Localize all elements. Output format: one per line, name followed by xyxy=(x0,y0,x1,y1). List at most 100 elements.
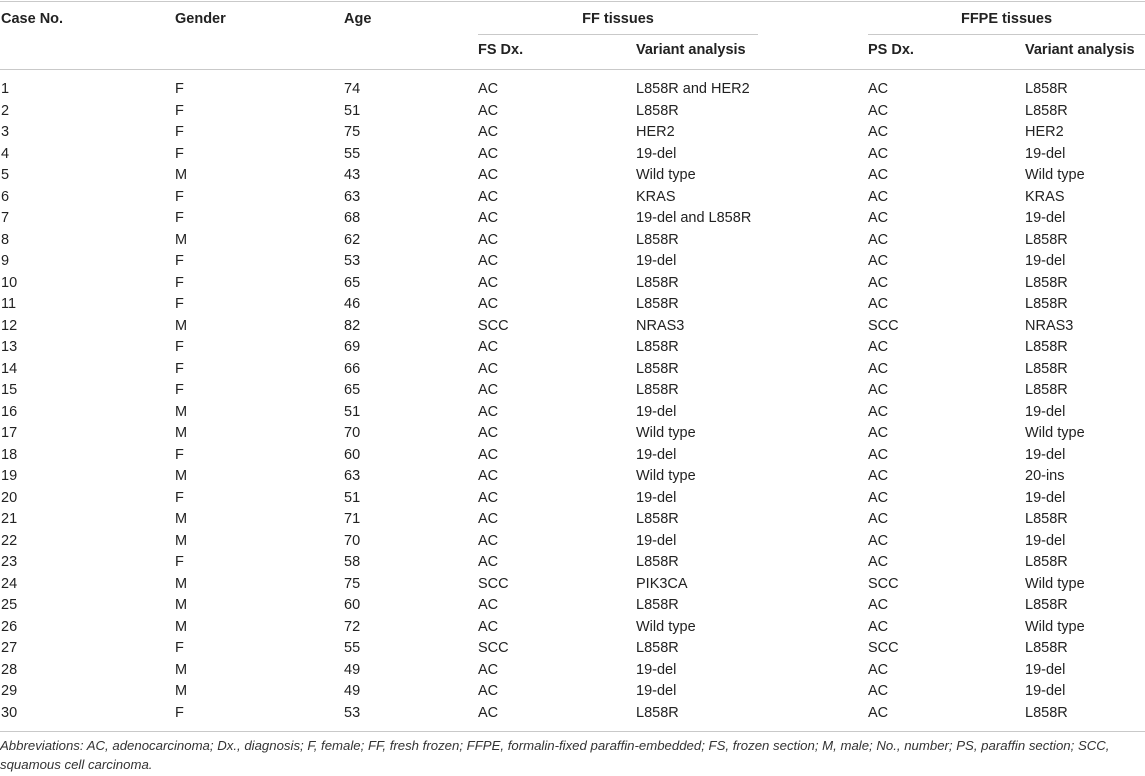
cell-ffpe-variant: 20-ins xyxy=(1025,468,1065,484)
cell-fs-dx: SCC xyxy=(478,575,509,592)
table-row: 19 M 63 AC Wild type AC 20-ins xyxy=(0,466,1145,488)
cell-gender: M xyxy=(175,468,188,484)
cell-ps-dx: AC xyxy=(868,683,889,699)
cell-age: 70 xyxy=(344,425,361,441)
cell-age: 66 xyxy=(344,360,361,377)
cell-fs-dx: AC xyxy=(478,403,499,420)
table-row: 21 M 71 AC L858R AC L858R xyxy=(0,509,1145,531)
cell-gender: F xyxy=(175,102,184,119)
cell-gender: M xyxy=(175,597,188,613)
cell-ff-variant: L858R xyxy=(636,339,679,355)
cell-age: 70 xyxy=(344,532,361,549)
cell-ps-dx: AC xyxy=(868,124,889,140)
table-row: 7 F 68 AC 19-del and L858R AC 19-del xyxy=(0,208,1145,230)
cell-gender: F xyxy=(175,253,184,269)
cell-ps-dx: AC xyxy=(868,188,889,205)
cell-case-no: 24 xyxy=(1,575,18,592)
header-ffpe-variant-analysis: Variant analysis xyxy=(1025,42,1135,58)
cell-gender: F xyxy=(175,274,184,291)
cell-case-no: 7 xyxy=(1,210,10,226)
cell-ff-variant: PIK3CA xyxy=(636,575,688,592)
cell-ffpe-variant: L858R xyxy=(1025,296,1068,312)
cell-age: 53 xyxy=(344,704,361,721)
cell-case-no: 13 xyxy=(1,339,18,355)
cell-ff-variant: 19-del xyxy=(636,532,677,549)
cell-case-no: 15 xyxy=(1,382,18,398)
header-ff-tissues: FF tissues xyxy=(582,11,654,27)
cell-ff-variant: KRAS xyxy=(636,188,676,205)
cell-ps-dx: AC xyxy=(868,81,889,97)
cell-ps-dx: AC xyxy=(868,554,889,570)
cell-ff-variant: L858R xyxy=(636,274,679,291)
cell-fs-dx: AC xyxy=(478,661,499,678)
cell-fs-dx: AC xyxy=(478,468,499,484)
table-row: 22 M 70 AC 19-del AC 19-del xyxy=(0,531,1145,553)
table-row: 14 F 66 AC L858R AC L858R xyxy=(0,359,1145,381)
cell-ffpe-variant: L858R xyxy=(1025,704,1068,721)
table-row: 10 F 65 AC L858R AC L858R xyxy=(0,273,1145,295)
cell-ff-variant: L858R xyxy=(636,597,679,613)
table-row: 28 M 49 AC 19-del AC 19-del xyxy=(0,660,1145,682)
cell-ps-dx: AC xyxy=(868,382,889,398)
cell-case-no: 30 xyxy=(1,704,18,721)
cell-gender: F xyxy=(175,188,184,205)
cell-case-no: 11 xyxy=(1,296,17,312)
cell-ffpe-variant: KRAS xyxy=(1025,188,1065,205)
cell-ps-dx: AC xyxy=(868,339,889,355)
table-row: 12 M 82 SCC NRAS3 SCC NRAS3 xyxy=(0,316,1145,338)
header-fs-dx: FS Dx. xyxy=(478,42,524,58)
cell-gender: M xyxy=(175,167,188,183)
cell-ff-variant: Wild type xyxy=(636,468,696,484)
cell-gender: M xyxy=(175,403,188,420)
cell-case-no: 5 xyxy=(1,167,10,183)
cell-ffpe-variant: 19-del xyxy=(1025,253,1066,269)
cell-ff-variant: 19-del xyxy=(636,446,677,463)
cell-ffpe-variant: L858R xyxy=(1025,360,1068,377)
cell-case-no: 14 xyxy=(1,360,18,377)
cell-gender: M xyxy=(175,317,188,334)
cell-fs-dx: AC xyxy=(478,489,499,506)
cell-fs-dx: AC xyxy=(478,683,499,699)
cell-ps-dx: AC xyxy=(868,425,889,441)
cell-ff-variant: L858R xyxy=(636,102,679,119)
cell-gender: M xyxy=(175,532,188,549)
cell-case-no: 25 xyxy=(1,597,18,613)
cell-ffpe-variant: L858R xyxy=(1025,597,1068,613)
table-row: 11 F 46 AC L858R AC L858R xyxy=(0,294,1145,316)
cell-ffpe-variant: L858R xyxy=(1025,511,1068,527)
table-row: 3 F 75 AC HER2 AC HER2 xyxy=(0,122,1145,144)
cell-ff-variant: 19-del xyxy=(636,403,677,420)
cell-ffpe-variant: NRAS3 xyxy=(1025,317,1074,334)
cell-gender: M xyxy=(175,575,188,592)
cell-gender: F xyxy=(175,145,184,162)
cell-ff-variant: 19-del and L858R xyxy=(636,210,752,226)
cell-ff-variant: 19-del xyxy=(636,661,677,678)
cell-age: 68 xyxy=(344,210,361,226)
cell-age: 65 xyxy=(344,382,361,398)
cell-case-no: 2 xyxy=(1,102,10,119)
cell-ff-variant: 19-del xyxy=(636,489,677,506)
table-bottom-rule xyxy=(0,731,1145,732)
cell-ps-dx: AC xyxy=(868,618,889,635)
cell-case-no: 28 xyxy=(1,661,18,678)
cell-ffpe-variant: Wild type xyxy=(1025,618,1085,635)
table-row: 9 F 53 AC 19-del AC 19-del xyxy=(0,251,1145,273)
cell-fs-dx: AC xyxy=(478,145,499,162)
cell-ff-variant: 19-del xyxy=(636,683,677,699)
cell-gender: M xyxy=(175,618,188,635)
cell-age: 75 xyxy=(344,124,361,140)
table-top-rule xyxy=(0,1,1145,2)
cell-case-no: 8 xyxy=(1,231,10,248)
cell-ffpe-variant: L858R xyxy=(1025,339,1068,355)
cell-fs-dx: AC xyxy=(478,532,499,549)
cell-age: 63 xyxy=(344,468,361,484)
cell-ffpe-variant: 19-del xyxy=(1025,403,1066,420)
cell-ffpe-variant: L858R xyxy=(1025,382,1068,398)
cell-case-no: 1 xyxy=(1,81,10,97)
cell-ffpe-variant: 19-del xyxy=(1025,683,1066,699)
table-row: 8 M 62 AC L858R AC L858R xyxy=(0,230,1145,252)
cell-gender: F xyxy=(175,489,184,506)
cell-fs-dx: AC xyxy=(478,704,499,721)
cell-ffpe-variant: 19-del xyxy=(1025,532,1066,549)
